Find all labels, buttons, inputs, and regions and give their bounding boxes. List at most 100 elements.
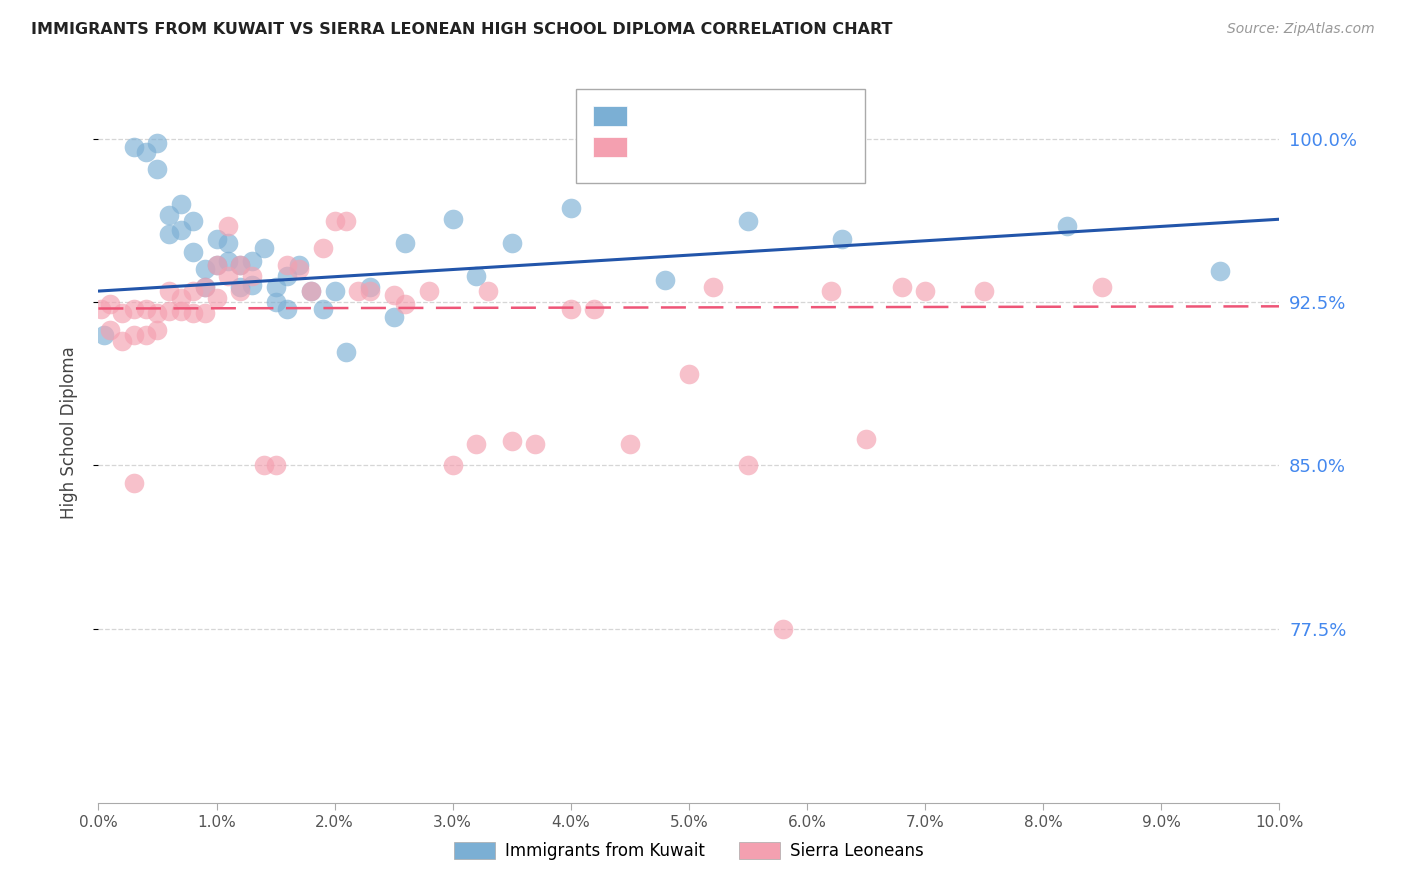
Point <box>382 310 405 325</box>
Point <box>323 214 346 228</box>
Point <box>98 323 121 337</box>
Point <box>146 323 169 337</box>
Point <box>441 212 464 227</box>
Point <box>299 284 322 298</box>
Point <box>122 140 145 154</box>
Point <box>347 284 370 298</box>
Point <box>914 284 936 298</box>
Legend: Immigrants from Kuwait, Sierra Leoneans: Immigrants from Kuwait, Sierra Leoneans <box>449 837 929 865</box>
Point <box>253 458 276 473</box>
Point <box>973 284 995 298</box>
Point <box>217 219 239 233</box>
Point <box>205 258 228 272</box>
Point <box>359 284 381 298</box>
Text: N =: N = <box>742 102 782 120</box>
Text: R =: R = <box>637 102 676 120</box>
Point <box>135 301 157 316</box>
Point <box>157 303 180 318</box>
Point <box>276 301 298 316</box>
Point <box>855 432 877 446</box>
Point <box>264 458 287 473</box>
Point <box>288 262 311 277</box>
Point <box>394 236 416 251</box>
Point <box>229 284 252 298</box>
Point <box>194 279 217 293</box>
Point <box>418 284 440 298</box>
Point <box>654 273 676 287</box>
Point <box>122 475 145 490</box>
Point <box>229 258 252 272</box>
Text: 0.011: 0.011 <box>683 133 740 151</box>
Point <box>1209 264 1232 278</box>
Point <box>335 345 357 359</box>
Y-axis label: High School Diploma: High School Diploma <box>59 346 77 519</box>
Point <box>90 301 112 316</box>
Point <box>194 262 217 277</box>
Point <box>111 334 134 348</box>
Point <box>359 279 381 293</box>
Point <box>217 268 239 283</box>
Point <box>240 253 263 268</box>
Point <box>146 162 169 177</box>
Point <box>135 327 157 342</box>
Point <box>170 303 193 318</box>
Text: R =: R = <box>637 133 676 151</box>
Point <box>890 279 912 293</box>
Point <box>264 295 287 310</box>
Text: IMMIGRANTS FROM KUWAIT VS SIERRA LEONEAN HIGH SCHOOL DIPLOMA CORRELATION CHART: IMMIGRANTS FROM KUWAIT VS SIERRA LEONEAN… <box>31 22 893 37</box>
Point <box>394 297 416 311</box>
Point <box>229 279 252 293</box>
Point <box>135 145 157 159</box>
Point <box>441 458 464 473</box>
Point <box>465 436 488 450</box>
Point <box>181 214 204 228</box>
Point <box>205 258 228 272</box>
Point <box>299 284 322 298</box>
Point <box>477 284 499 298</box>
Point <box>122 301 145 316</box>
Point <box>276 268 298 283</box>
Point <box>382 288 405 302</box>
Point <box>831 232 853 246</box>
Text: 43: 43 <box>789 102 814 120</box>
Point <box>702 279 724 293</box>
Text: 0.166: 0.166 <box>683 102 740 120</box>
Point <box>465 268 488 283</box>
Point <box>157 227 180 242</box>
Point <box>240 277 263 292</box>
Point <box>170 223 193 237</box>
Point <box>205 232 228 246</box>
Point <box>146 136 169 150</box>
Point <box>583 301 606 316</box>
Point <box>170 197 193 211</box>
Point <box>146 306 169 320</box>
Point <box>264 279 287 293</box>
Point <box>288 258 311 272</box>
Point <box>335 214 357 228</box>
Point <box>1091 279 1114 293</box>
Point <box>312 240 335 254</box>
Point <box>181 244 204 259</box>
Point <box>170 291 193 305</box>
Point <box>229 258 252 272</box>
Point <box>93 327 115 342</box>
Point <box>619 436 641 450</box>
Point <box>194 279 217 293</box>
Text: N =: N = <box>742 133 782 151</box>
Point <box>181 284 204 298</box>
Point <box>122 327 145 342</box>
Point <box>323 284 346 298</box>
Point <box>1056 219 1078 233</box>
Point <box>524 436 547 450</box>
Text: Source: ZipAtlas.com: Source: ZipAtlas.com <box>1227 22 1375 37</box>
Point <box>737 214 759 228</box>
Point <box>501 236 523 251</box>
Text: 58: 58 <box>789 133 814 151</box>
Point <box>157 208 180 222</box>
Point <box>98 297 121 311</box>
Point <box>205 291 228 305</box>
Point <box>157 284 180 298</box>
Point <box>217 253 239 268</box>
Point <box>253 240 276 254</box>
Point <box>560 202 582 216</box>
